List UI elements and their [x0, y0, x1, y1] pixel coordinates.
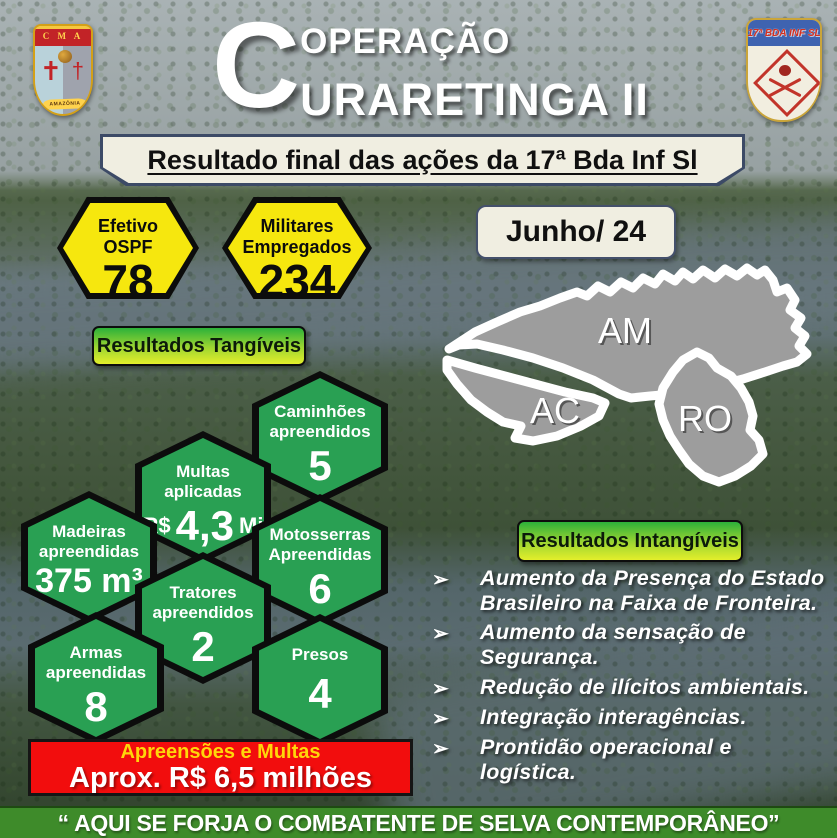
hexagon-value: 8	[84, 683, 108, 731]
total-banner-title: Apreensões e Multas	[120, 740, 321, 763]
hexagon-label: Multas aplicadas	[164, 462, 242, 502]
list-item-text: Aumento da Presença do Estado Brasileiro…	[480, 566, 825, 616]
state-label-ro: RO	[678, 398, 732, 439]
seizures-total-banner: Apreensões e Multas Aprox. R$ 6,5 milhõe…	[28, 739, 413, 796]
hexagon-label: Caminhões apreendidos	[269, 402, 371, 442]
intangible-results-banner: Resultados Intangíveis	[517, 520, 743, 562]
intangible-results-list: ➢ Aumento da Presença do Estado Brasilei…	[432, 566, 834, 785]
brigade-crest-body: 17ª BDA INF SL	[748, 20, 820, 120]
list-item: ➢ Redução de ilícitos ambientais.	[432, 675, 834, 701]
list-item-text: Integração interagências.	[480, 704, 747, 729]
title-big-letter: C	[212, 0, 301, 133]
hexagon-label: Efetivo OSPF	[97, 216, 158, 258]
title-line2: URARETINGA II	[300, 74, 649, 125]
diamond-icon	[753, 49, 820, 117]
brigade-crest-band: 17ª BDA INF SL	[748, 20, 820, 46]
cma-ribbon: AMAZÔNIA	[42, 98, 88, 110]
date-box: Junho/ 24	[476, 205, 676, 259]
arrow-bullet-icon: ➢	[432, 569, 449, 591]
hexagon-value: 4	[308, 670, 332, 718]
state-label-am: AM	[598, 310, 652, 351]
cma-crest: C M A ✝ † AMAZÔNIA	[33, 24, 93, 116]
jaguar-head-icon	[58, 50, 72, 63]
states-map: AM AM AC AC RO RO	[442, 263, 812, 487]
list-item: ➢ Integração interagências.	[432, 705, 834, 731]
hexagon-value: 234	[258, 255, 336, 308]
hexagon-madeiras: Madeiras apreendidas 375 m³	[21, 491, 157, 623]
arrow-bullet-icon: ➢	[432, 737, 449, 760]
footer-motto: “ AQUI SE FORJA O COMBATENTE DE SELVA CO…	[0, 806, 837, 838]
hexagon-tratores: Tratores apreendidos 2	[135, 552, 271, 684]
state-shape-ac	[442, 355, 610, 446]
hexagon-militares-empregados: Militares Empregados 234	[222, 197, 372, 299]
value-number: 4,3	[175, 502, 235, 550]
subtitle-text: Resultado final das ações da 17ª Bda Inf…	[147, 144, 698, 175]
hexagon-efetivo-ospf: Efetivo OSPF 78	[57, 197, 199, 299]
state-label-shadow: AM	[600, 312, 654, 353]
hexagon-value: 375 m³	[35, 562, 143, 601]
cma-crest-band: C M A	[35, 26, 91, 46]
dagger-icon: †	[71, 58, 84, 83]
list-item-text: Prontidão operacional e logística.	[480, 734, 732, 784]
arrow-bullet-icon: ➢	[432, 677, 449, 700]
hexagon-multas: Multas aplicadas R$ 4,3 Mi	[135, 431, 271, 563]
hexagon-label: Militares Empregados	[242, 216, 352, 258]
cross-icon: ✝	[40, 56, 62, 86]
hexagon-value: 78	[102, 255, 154, 308]
list-item-text: Aumento da sensação de Segurança.	[480, 620, 746, 670]
hexagon-armas: Armas apreendidas 8	[28, 612, 164, 744]
state-label-shadow: AC	[532, 392, 582, 433]
total-banner-amount: Aprox. R$ 6,5 milhões	[69, 761, 372, 794]
arrow-bullet-icon: ➢	[432, 707, 449, 730]
list-item: ➢ Aumento da sensação de Segurança.	[432, 620, 834, 670]
hexagon-value: 6	[308, 565, 332, 613]
operation-title: C OPERAÇÃO URARETINGA II	[212, 0, 649, 133]
hexagon-label: Madeiras apreendidas	[38, 522, 140, 562]
title-line1: OPERAÇÃO	[300, 22, 511, 61]
hexagon-label: Motosserras Apreendidas	[268, 525, 372, 565]
arrow-bullet-icon: ➢	[432, 623, 449, 646]
jaguar-head-icon	[779, 65, 791, 76]
state-shape-ro	[654, 347, 768, 487]
state-label-shadow: RO	[680, 400, 734, 441]
list-item-text: Redução de ilícitos ambientais.	[480, 674, 810, 699]
list-item: ➢ Aumento da Presença do Estado Brasilei…	[432, 566, 834, 616]
hexagon-value: 5	[308, 442, 332, 490]
subtitle-bar: Resultado final das ações da 17ª Bda Inf…	[100, 134, 745, 186]
hexagon-label: Presos	[291, 645, 349, 664]
list-item: ➢ Prontidão operacional e logística.	[432, 735, 834, 785]
brigade-crest: 17ª BDA INF SL	[746, 18, 822, 122]
hexagon-label: Tratores apreendidos	[152, 583, 254, 623]
hexagon-value: 2	[191, 623, 215, 671]
hexagon-label: Armas apreendidas	[45, 643, 147, 683]
tangible-results-banner: Resultados Tangíveis	[92, 326, 306, 366]
cma-crest-body: C M A ✝ † AMAZÔNIA	[35, 26, 91, 114]
state-label-ac: AC	[530, 390, 580, 431]
